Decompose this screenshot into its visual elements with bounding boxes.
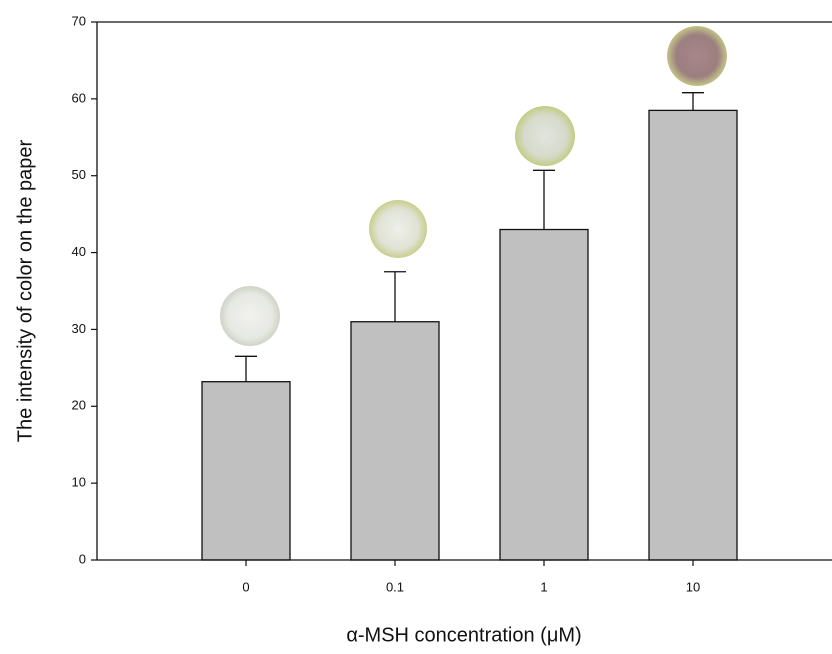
x-tick-label: 1 [540,579,547,594]
y-axis-title: The intensity of color on the paper [14,139,36,442]
paper-spot [220,286,280,346]
bar [649,110,737,560]
y-tick-label: 50 [72,167,86,182]
y-tick-label: 60 [72,90,86,105]
x-tick-label: 0 [242,579,249,594]
bar [500,230,588,560]
x-tick-label: 0.1 [386,579,404,594]
x-tick-label: 10 [686,579,700,594]
error-bar [384,272,406,322]
bar [351,322,439,560]
paper-spot [515,106,575,166]
error-bar [682,93,704,111]
page: α-MSH concentration (μM) The intensity o… [0,0,832,654]
paper-spot [369,200,427,258]
y-tick-label: 70 [72,13,86,28]
y-tick-label: 20 [72,398,86,413]
x-axis-title: α-MSH concentration (μM) [346,624,581,646]
y-tick-label: 30 [72,321,86,336]
bar [202,382,290,560]
y-tick-label: 40 [72,244,86,259]
error-bar [235,356,257,381]
y-tick-label: 0 [79,551,86,566]
chart: α-MSH concentration (μM) The intensity o… [0,0,832,654]
error-bar [533,170,555,229]
y-tick-label: 10 [72,475,86,490]
paper-spot [667,26,727,86]
